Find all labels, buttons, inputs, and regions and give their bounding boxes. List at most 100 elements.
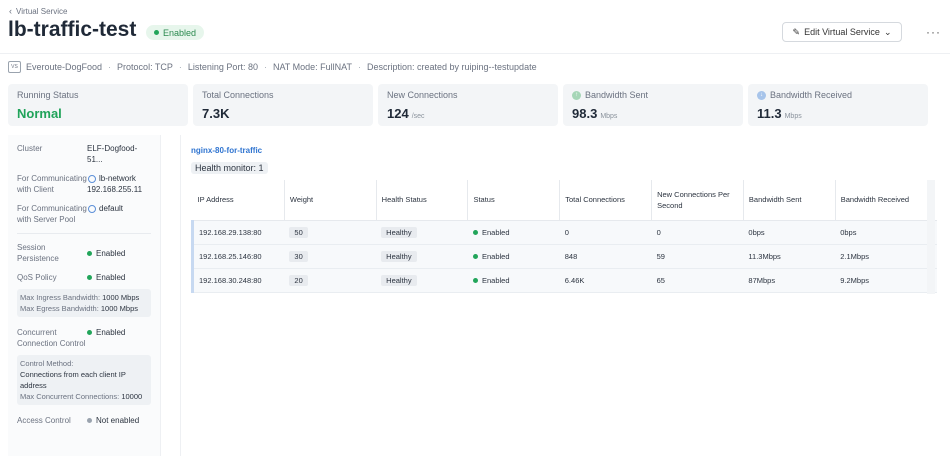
- table-header-row: IP Address Weight Health Status Status T…: [192, 180, 937, 221]
- stat-value: 11.3: [757, 106, 782, 121]
- detail-value: Enabled: [87, 242, 151, 264]
- stat-value-row: 11.3 Mbps: [757, 106, 919, 121]
- detail-cluster: Cluster ELF-Dogfood-51...: [17, 143, 151, 165]
- column-header[interactable]: Bandwidth Sent: [743, 180, 836, 221]
- virtual-service-icon: VS: [8, 61, 21, 73]
- detail-value: Enabled: [87, 327, 151, 349]
- detail-concurrent-control: Concurrent Connection Control Enabled: [17, 327, 151, 349]
- control-method-value: Connections from each client IP address: [20, 370, 126, 390]
- qos-ingress: Max Ingress Bandwidth: 1000 Mbps: [20, 292, 148, 303]
- table-scrollbar[interactable]: [927, 180, 935, 294]
- page-title: lb-traffic-test: [8, 18, 137, 41]
- meta-protocol: Protocol: TCP: [117, 62, 173, 72]
- status-text: Enabled: [481, 227, 510, 237]
- column-header[interactable]: Weight: [284, 180, 377, 221]
- cell-status: Enabled: [467, 220, 560, 245]
- server-network-name: default: [99, 204, 124, 213]
- cluster-link[interactable]: ELF-Dogfood-51...: [87, 144, 138, 164]
- server-network-link[interactable]: default: [87, 203, 151, 214]
- stat-total-connections: Total Connections 7.3K: [193, 84, 373, 126]
- stat-value-row: 124 /sec: [387, 106, 549, 121]
- detail-value: Enabled: [87, 272, 151, 283]
- client-network-name: lb-network: [99, 174, 136, 183]
- column-header[interactable]: IP Address: [192, 180, 285, 221]
- header-divider: [0, 53, 950, 54]
- divider: [17, 233, 151, 234]
- detail-qos-policy: QoS Policy Enabled: [17, 272, 151, 283]
- meta-separator: ·: [108, 62, 112, 72]
- cell-health: Healthy: [376, 244, 468, 269]
- table-row[interactable]: 192.168.30.248:80 20 Healthy Enabled 6.4…: [191, 268, 937, 293]
- stat-value: 7.3K: [202, 106, 230, 121]
- network-icon: [87, 174, 96, 183]
- more-actions-button[interactable]: ···: [926, 25, 941, 39]
- meta-row: VS Everoute-DogFood · Protocol: TCP · Li…: [8, 60, 537, 74]
- meta-separator: ·: [263, 62, 267, 72]
- cell-total: 0: [559, 220, 652, 245]
- access-status: Not enabled: [96, 416, 140, 425]
- column-header[interactable]: New Connections Per Second: [651, 180, 744, 221]
- edit-virtual-service-button[interactable]: ✎ Edit Virtual Service ⌄: [782, 22, 902, 42]
- status-dot-icon: [154, 30, 159, 35]
- cell-total: 848: [559, 244, 652, 269]
- column-header[interactable]: Status: [467, 180, 561, 221]
- members-table: IP Address Weight Health Status Status T…: [191, 180, 937, 293]
- detail-session-persistence: Session Persistence Enabled: [17, 242, 151, 264]
- detail-value: lb-network 192.168.255.11: [87, 173, 151, 195]
- meta-project: Everoute-DogFood: [26, 62, 103, 72]
- stat-value: 98.3: [572, 106, 598, 121]
- health-pill: Healthy: [381, 250, 417, 262]
- table-row[interactable]: 192.168.25.146:80 30 Healthy Enabled 848…: [191, 244, 937, 269]
- breadcrumb[interactable]: ‹ Virtual Service: [9, 6, 67, 16]
- egress-label: Max Egress Bandwidth:: [20, 304, 99, 313]
- meta-nat: NAT Mode: FullNAT: [272, 62, 352, 72]
- enabled-dot-icon: [87, 330, 92, 335]
- detail-label: For Communicating with Server Pool: [17, 204, 87, 224]
- ingress-value: 1000 Mbps: [102, 293, 140, 302]
- table-row[interactable]: 192.168.29.138:80 50 Healthy Enabled 0 0…: [191, 220, 937, 245]
- enabled-dot-icon: [472, 277, 478, 283]
- client-network-link[interactable]: lb-network: [87, 173, 151, 184]
- detail-label: Concurrent Connection Control: [17, 328, 86, 348]
- cell-sent: 11.3Mbps: [743, 244, 836, 269]
- enabled-dot-icon: [472, 253, 478, 259]
- stat-label: Running Status: [17, 90, 79, 100]
- cell-weight: 50: [284, 220, 377, 245]
- column-header[interactable]: Bandwidth Received: [835, 180, 937, 221]
- cell-ip: 192.168.30.248:80: [191, 268, 285, 293]
- detail-label: For Communicating with Client: [17, 174, 87, 194]
- cell-received: 9.2Mbps: [835, 268, 937, 293]
- chevron-down-icon: ⌄: [883, 26, 892, 37]
- detail-client-network: For Communicating with Client lb-network…: [17, 173, 151, 195]
- disabled-dot-icon: [87, 418, 92, 423]
- pool-name-link[interactable]: nginx-80-for-traffic: [191, 146, 263, 155]
- meta-port: Listening Port: 80: [187, 62, 258, 72]
- weight-pill: 20: [289, 274, 308, 286]
- detail-label: Session Persistence: [17, 243, 59, 263]
- column-header[interactable]: Total Connections: [559, 180, 653, 221]
- cell-sent: 87Mbps: [743, 268, 836, 293]
- stat-bandwidth-received: ↓ Bandwidth Received 11.3 Mbps: [748, 84, 928, 126]
- stats-row: Running Status Normal Total Connections …: [8, 84, 928, 126]
- enabled-dot-icon: [472, 229, 478, 235]
- health-monitor-badge: Health monitor: 1: [191, 162, 268, 174]
- cell-status: Enabled: [467, 268, 560, 293]
- stat-label: Total Connections: [202, 90, 274, 100]
- concurrent-status: Enabled: [96, 328, 126, 337]
- cell-new: 59: [651, 244, 744, 269]
- chevron-left-icon: ‹: [9, 6, 12, 16]
- column-header[interactable]: Health Status: [376, 180, 469, 221]
- detail-server-network: For Communicating with Server Pool defau…: [17, 203, 151, 225]
- ingress-label: Max Ingress Bandwidth:: [20, 293, 101, 302]
- stat-unit: Mbps: [784, 113, 802, 120]
- cell-sent: 0bps: [743, 220, 836, 245]
- cell-health: Healthy: [376, 268, 468, 293]
- weight-pill: 50: [289, 226, 308, 238]
- egress-value: 1000 Mbps: [100, 304, 138, 313]
- server-pool-panel: nginx-80-for-traffic Health monitor: 1 I…: [180, 135, 950, 456]
- weight-pill: 30: [289, 250, 308, 262]
- session-status: Enabled: [96, 248, 126, 258]
- stat-unit: Mbps: [600, 113, 618, 120]
- stat-value: 124: [387, 106, 409, 121]
- detail-label: QoS Policy: [17, 273, 57, 282]
